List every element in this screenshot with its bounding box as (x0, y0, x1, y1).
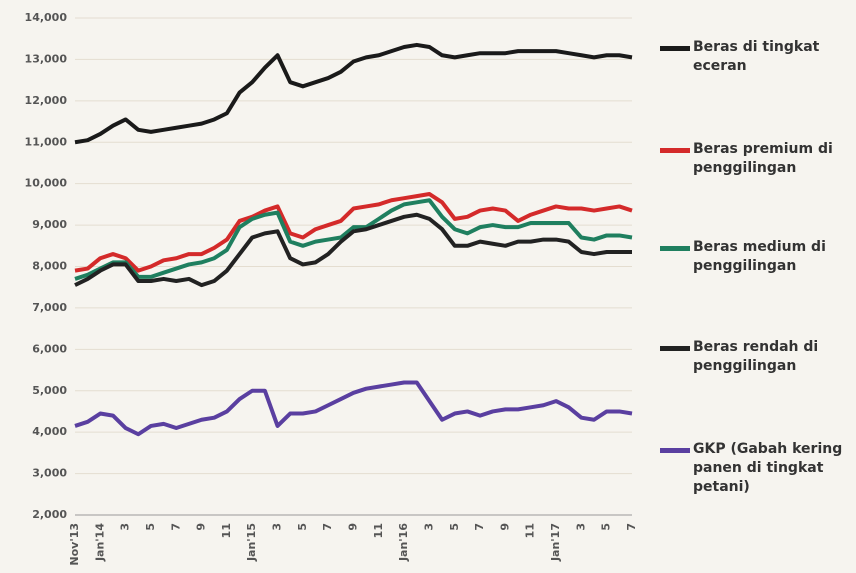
x-tick-label: 9 (347, 523, 360, 531)
legend-swatch (660, 246, 690, 251)
series-line (74, 198, 633, 281)
legend-swatch (660, 346, 690, 351)
y-tick-label: 13,000 (25, 52, 68, 65)
x-tick-label: 5 (448, 523, 461, 531)
chart: 2,000 3,000 4,000 5,000 6,000 7,000 8,000 9,000… (25, 11, 638, 566)
x-tick-label: 7 (473, 523, 486, 531)
x-tick-label: 7 (169, 523, 182, 531)
x-tick-label: Jan'14 (93, 523, 106, 562)
x-tick-label: 3 (422, 523, 435, 531)
x-tick-label: 9 (195, 523, 208, 531)
x-tick-label: 3 (119, 523, 132, 531)
y-tick-label: 2,000 (32, 508, 67, 521)
x-tick-label: 7 (321, 523, 334, 531)
legend-item: Beras premium di penggilingan (660, 140, 850, 178)
legend-swatch (660, 46, 690, 51)
x-tick-label: 9 (498, 523, 511, 531)
legend-label: Beras rendah di penggilingan (693, 339, 819, 374)
legend-swatch (660, 448, 690, 453)
y-tick-label: 6,000 (32, 342, 67, 355)
legend-item: GKP (Gabah kering panen di tingkat petan… (660, 440, 850, 497)
x-tick-label: 5 (144, 523, 157, 531)
x-tick-label: 11 (524, 523, 537, 538)
y-tick-label: 5,000 (32, 384, 67, 397)
legend-label: Beras premium di penggilingan (693, 141, 833, 176)
y-tick-label: 12,000 (25, 94, 68, 107)
x-tick-label: 5 (600, 523, 613, 531)
x-tick-label: Nov'13 (68, 523, 81, 566)
x-tick-label: 11 (220, 523, 233, 538)
legend-label: Beras di tingkat eceran (693, 39, 820, 74)
legend-item: Beras medium di penggilingan (660, 238, 850, 276)
legend-label: Beras medium di penggilingan (693, 239, 826, 274)
y-tick-label: 14,000 (25, 11, 68, 24)
y-tick-label: 8,000 (32, 260, 67, 273)
x-tick-label: 11 (372, 523, 385, 538)
legend-item: Beras rendah di penggilingan (660, 338, 850, 376)
x-tick-label: 3 (271, 523, 284, 531)
y-tick-label: 11,000 (25, 135, 68, 148)
series-line (74, 212, 632, 288)
x-tick-label: 7 (625, 523, 638, 531)
y-tick-label: 7,000 (32, 301, 67, 314)
y-tick-label: 9,000 (32, 218, 67, 231)
series-line (74, 380, 633, 437)
legend-item: Beras di tingkat eceran (660, 38, 850, 76)
series-line (74, 42, 633, 145)
y-tick-label: 4,000 (32, 425, 67, 438)
x-tick-label: Jan'17 (549, 523, 562, 562)
legend-swatch (660, 148, 690, 153)
x-tick-label: 5 (296, 523, 309, 531)
y-tick-label: 3,000 (32, 467, 67, 480)
series-line (74, 192, 633, 273)
x-tick-label: Jan'16 (397, 523, 410, 562)
x-tick-label: 3 (574, 523, 587, 531)
legend-label: GKP (Gabah kering panen di tingkat petan… (693, 441, 843, 495)
y-tick-label: 10,000 (25, 177, 68, 190)
x-tick-label: Jan'15 (245, 523, 258, 562)
